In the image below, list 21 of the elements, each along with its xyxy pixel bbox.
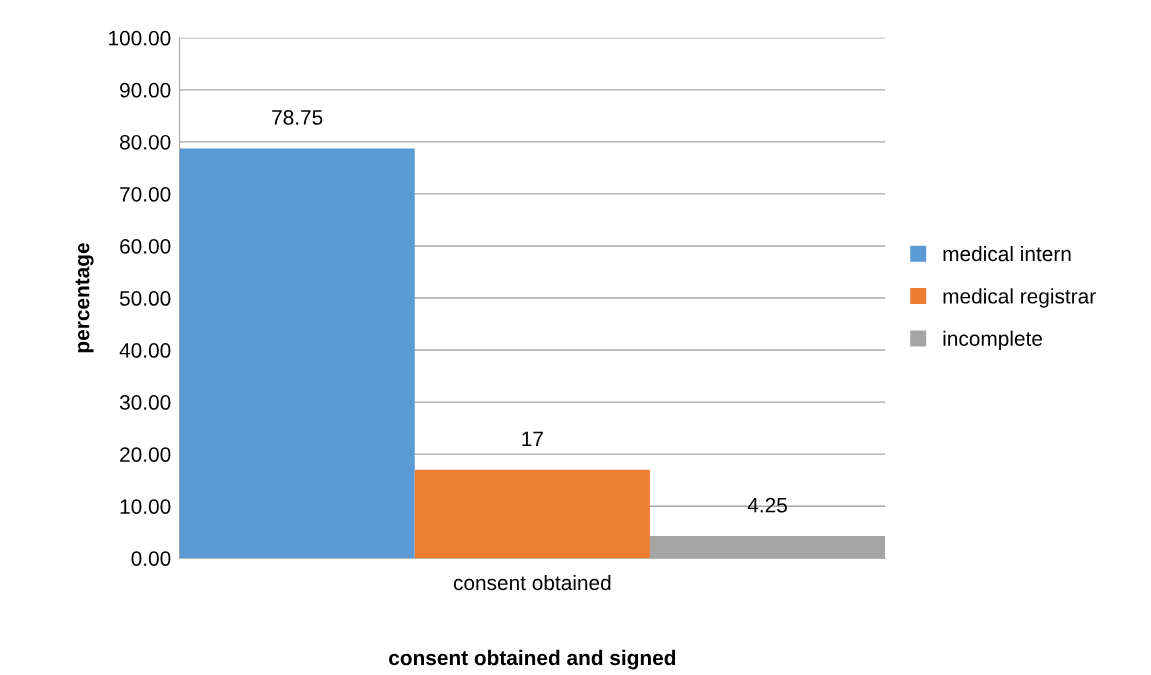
y-tick-label: 100.00: [109, 30, 171, 46]
data-label: 4.25: [747, 497, 787, 513]
y-tick-label: 80.00: [120, 134, 171, 150]
data-label: 78.75: [272, 110, 323, 125]
bar: [414, 469, 650, 559]
legend-label: medical registrar: [943, 288, 1096, 308]
x-axis-title: consent obtained and signed: [389, 649, 676, 670]
y-tick-label: 30.00: [119, 395, 171, 410]
y-tick-label: 60.00: [120, 238, 171, 254]
y-tick-label: 10.00: [120, 499, 171, 514]
data-label: 17: [522, 431, 543, 446]
y-tick-label: 50.00: [119, 291, 171, 306]
y-tick-label: 0.00: [131, 551, 171, 566]
y-tick-label: 40.00: [119, 343, 171, 358]
x-tick-label: consent obtained: [453, 574, 611, 591]
legend-label: incomplete: [943, 330, 1042, 351]
y-tick-label: 20.00: [120, 447, 171, 462]
legend-label: medical intern: [943, 245, 1071, 262]
y-axis-title: percentage: [75, 243, 94, 353]
y-tick-label: 70.00: [120, 186, 171, 202]
y-tick-label: 90.00: [120, 82, 171, 98]
